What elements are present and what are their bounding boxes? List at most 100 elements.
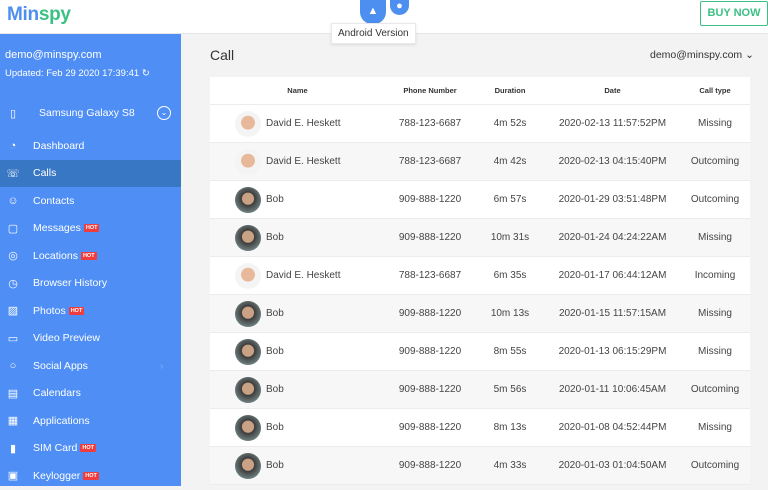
date: 2020-01-08 04:52:44PM bbox=[558, 422, 667, 433]
phone-number: 909-888-1220 bbox=[398, 460, 462, 471]
phone-number: 788-123-6687 bbox=[398, 270, 462, 281]
table-row[interactable]: Bob 909-888-1220 6m 57s 2020-01-29 03:51… bbox=[210, 181, 750, 219]
contact-name: David E. Heskett bbox=[266, 156, 341, 167]
table-row[interactable]: Bob 909-888-1220 5m 56s 2020-01-11 10:06… bbox=[210, 371, 750, 409]
sidebar-item-sim-card[interactable]: ▮ SIM Card HOT bbox=[0, 435, 181, 463]
col-duration[interactable]: Duration bbox=[494, 86, 526, 95]
ios-button[interactable]: ● bbox=[390, 0, 409, 15]
calls-table: Name Phone Number Duration Date Call typ… bbox=[210, 77, 750, 485]
chat-icon: ○ bbox=[9, 359, 17, 372]
col-call-type[interactable]: Call type bbox=[699, 86, 731, 95]
phone-number: 909-888-1220 bbox=[398, 346, 462, 357]
duration: 10m 13s bbox=[490, 308, 530, 319]
phone-number: 909-888-1220 bbox=[398, 194, 462, 205]
hot-badge: HOT bbox=[83, 471, 99, 480]
sidebar: demo@minspy.com Updated: Feb 29 2020 17:… bbox=[0, 34, 181, 486]
refresh-icon[interactable]: ↻ bbox=[141, 68, 150, 79]
table-row[interactable]: David E. Heskett 788-123-6687 4m 52s 202… bbox=[210, 105, 750, 143]
table-row[interactable]: David E. Heskett 788-123-6687 4m 42s 202… bbox=[210, 143, 750, 181]
image-icon: ▨ bbox=[7, 305, 19, 318]
avatar bbox=[235, 224, 261, 251]
chevron-right-icon: › bbox=[160, 359, 164, 372]
sidebar-item-label: SIM Card bbox=[33, 442, 78, 455]
keyboard-icon: ▣ bbox=[7, 470, 19, 483]
sidebar-item-calendars[interactable]: ▤ Calendars bbox=[0, 380, 181, 408]
sidebar-item-contacts[interactable]: ☺ Contacts bbox=[0, 187, 181, 215]
call-type: Missing bbox=[698, 346, 732, 357]
sidebar-item-messages[interactable]: ▢ Messages HOT bbox=[0, 215, 181, 243]
contact-name: David E. Heskett bbox=[266, 270, 341, 281]
dashboard-icon: ◔ bbox=[9, 139, 17, 152]
date: 2020-01-15 11:57:15AM bbox=[558, 308, 667, 319]
phone-number: 909-888-1220 bbox=[398, 384, 462, 395]
call-type: Missing bbox=[698, 422, 732, 433]
call-type: Incoming bbox=[694, 270, 736, 281]
table-row[interactable]: David E. Heskett 788-123-6687 6m 35s 202… bbox=[210, 257, 750, 295]
sidebar-item-label: Locations bbox=[33, 249, 78, 262]
sidebar-item-label: Social Apps bbox=[33, 359, 88, 372]
contact-name: Bob bbox=[266, 422, 284, 433]
sidebar-item-label: Messages bbox=[33, 222, 81, 235]
buy-now-button[interactable]: BUY NOW bbox=[700, 1, 768, 26]
phone-number: 909-888-1220 bbox=[398, 232, 462, 243]
sidebar-item-video-preview[interactable]: ▭ Video Preview bbox=[0, 325, 181, 353]
duration: 6m 57s bbox=[493, 194, 527, 205]
sidebar-item-label: Dashboard bbox=[33, 139, 85, 152]
sidebar-item-applications[interactable]: ▦ Applications bbox=[0, 407, 181, 435]
logo[interactable]: Minspy bbox=[7, 4, 71, 25]
android-version-tooltip: Android Version bbox=[331, 23, 416, 44]
contact-name: Bob bbox=[266, 346, 284, 357]
phone-icon: ☏ bbox=[6, 167, 20, 180]
avatar bbox=[235, 376, 261, 403]
col-phone[interactable]: Phone Number bbox=[403, 86, 457, 95]
contact-name: David E. Heskett bbox=[266, 118, 341, 129]
hot-badge: HOT bbox=[83, 224, 100, 233]
device-name: Samsung Galaxy S8 bbox=[39, 107, 135, 119]
android-icon: ▲ bbox=[367, 5, 379, 17]
table-row[interactable]: Bob 909-888-1220 8m 13s 2020-01-08 04:52… bbox=[210, 409, 750, 447]
date: 2020-02-13 04:15:40PM bbox=[558, 156, 667, 167]
table-row[interactable]: Bob 909-888-1220 10m 13s 2020-01-15 11:5… bbox=[210, 295, 750, 333]
table-row[interactable]: Bob 909-888-1220 4m 33s 2020-01-03 01:04… bbox=[210, 447, 750, 485]
phone-number: 909-888-1220 bbox=[398, 422, 462, 433]
date: 2020-01-29 03:51:48PM bbox=[558, 194, 667, 205]
call-type: Outcoming bbox=[690, 384, 740, 395]
sidebar-item-label: Keylogger bbox=[33, 469, 81, 482]
sidebar-item-browser-history[interactable]: ◷ Browser History bbox=[0, 270, 181, 298]
duration: 4m 33s bbox=[493, 460, 527, 471]
device-selector[interactable]: ▯ Samsung Galaxy S8 ⌄ bbox=[0, 98, 181, 128]
table-row[interactable]: Bob 909-888-1220 10m 31s 2020-01-24 04:2… bbox=[210, 219, 750, 257]
sidebar-item-label: Video Preview bbox=[33, 332, 100, 345]
android-button[interactable]: ▲ bbox=[360, 0, 386, 24]
avatar bbox=[235, 300, 261, 327]
call-type: Missing bbox=[698, 118, 732, 129]
contact-name: Bob bbox=[266, 232, 284, 243]
sidebar-item-dashboard[interactable]: ◔ Dashboard bbox=[0, 132, 181, 160]
call-type: Outcoming bbox=[690, 156, 740, 167]
sidebar-item-label: Contacts bbox=[33, 194, 75, 207]
sidebar-item-label: Applications bbox=[33, 414, 90, 427]
col-date[interactable]: Date bbox=[604, 86, 621, 95]
sidebar-item-keylogger[interactable]: ▣ Keylogger HOT bbox=[0, 462, 181, 490]
col-name[interactable]: Name bbox=[287, 86, 308, 95]
user-menu[interactable]: demo@minspy.com ⌄ bbox=[650, 49, 754, 61]
calendar-icon: ▤ bbox=[7, 387, 19, 400]
sidebar-item-calls[interactable]: ☏ Calls bbox=[0, 159, 181, 187]
phone-icon: ▯ bbox=[9, 107, 17, 120]
call-type: Outcoming bbox=[690, 460, 740, 471]
hot-badge: HOT bbox=[68, 306, 85, 315]
contact-name: Bob bbox=[266, 460, 284, 471]
duration: 8m 13s bbox=[493, 422, 527, 433]
video-icon: ▭ bbox=[7, 332, 19, 345]
sidebar-item-locations[interactable]: ◎ Locations HOT bbox=[0, 242, 181, 270]
table-row[interactable]: Bob 909-888-1220 8m 55s 2020-01-13 06:15… bbox=[210, 333, 750, 371]
sidebar-nav: ◔ Dashboard ☏ Calls ☺ Contacts ▢ Messages HOT ◎ Lo… bbox=[0, 132, 181, 490]
phone-number: 788-123-6687 bbox=[398, 118, 462, 129]
sidebar-item-social-apps[interactable]: ○ Social Apps › bbox=[0, 352, 181, 380]
contact-name: Bob bbox=[266, 194, 284, 205]
chevron-down-icon[interactable]: ⌄ bbox=[157, 106, 171, 120]
sidebar-item-photos[interactable]: ▨ Photos HOT bbox=[0, 297, 181, 325]
sidebar-item-label: Calls bbox=[33, 167, 57, 180]
call-type: Outcoming bbox=[690, 194, 740, 205]
phone-number: 788-123-6687 bbox=[398, 156, 462, 167]
